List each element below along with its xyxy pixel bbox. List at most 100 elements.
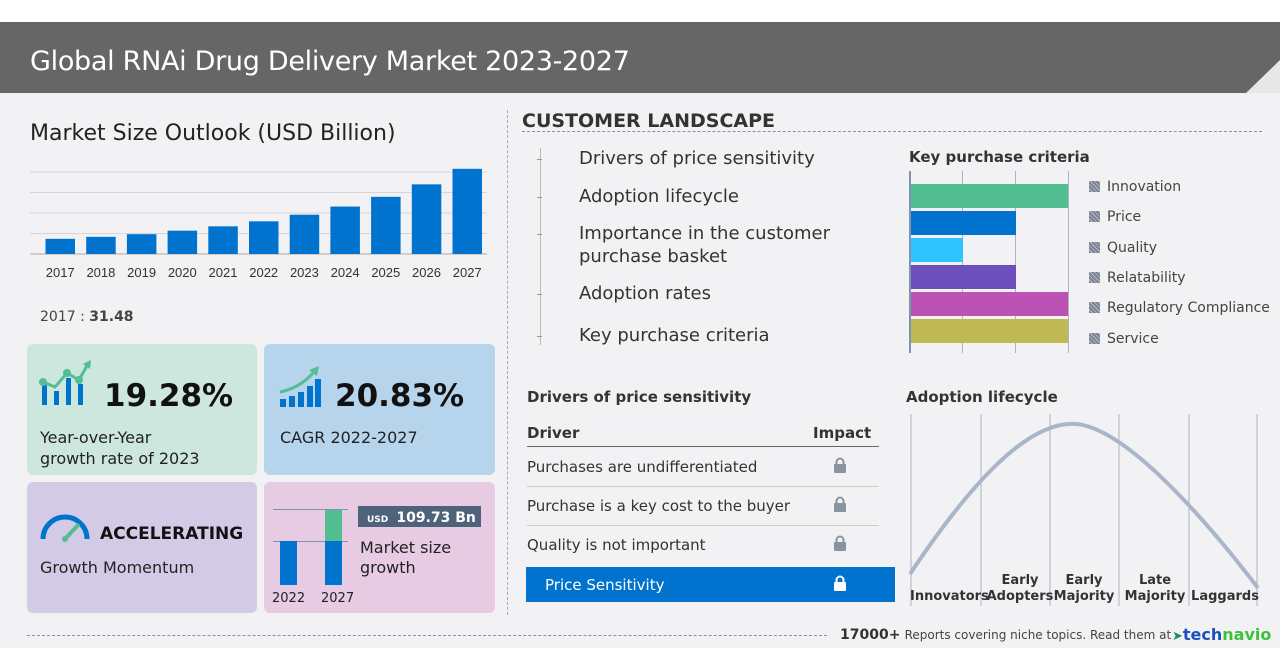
title-underline	[522, 131, 1262, 132]
technavio-logo[interactable]: ➤technavio	[1172, 625, 1271, 644]
bar-2027[interactable]	[452, 168, 483, 254]
hatch-swatch-icon	[1089, 241, 1100, 253]
ps-row-label: Purchases are undifferentiated	[527, 458, 758, 476]
bar-2021[interactable]	[208, 226, 238, 254]
customer-landscape-title: CUSTOMER LANDSCAPE	[522, 110, 776, 132]
adoption-stage-label: Late Majority	[1124, 573, 1186, 604]
x-tick-label: 2019	[127, 265, 156, 280]
footer-text: 17000+ Reports covering niche topics. Re…	[840, 627, 1171, 643]
adoption-stage-label: Laggards	[1191, 589, 1259, 604]
bar-2024[interactable]	[330, 206, 360, 254]
timeline-dot	[537, 294, 542, 295]
hatch-swatch-icon	[1089, 211, 1100, 223]
yoy-label-1: Year-over-Year	[40, 428, 152, 447]
timeline-dot	[537, 159, 542, 160]
kpc-legend-item: Service	[1089, 331, 1159, 347]
ps-row-label: Quality is not important	[527, 536, 706, 554]
landscape-item: Importance in the customer purchase bask…	[579, 223, 831, 267]
kpc-legend-item: Innovation	[1089, 179, 1181, 195]
x-tick-label: 2025	[371, 265, 400, 280]
year-start: 2022	[272, 591, 306, 606]
kpc-legend-item: Quality	[1089, 240, 1157, 256]
x-tick-label: 2017	[46, 265, 75, 280]
bar-2017[interactable]	[45, 238, 76, 254]
ps-title: Drivers of price sensitivity	[527, 388, 752, 406]
kpc-bar[interactable]	[911, 211, 1016, 235]
kpc-gridline	[1068, 171, 1069, 353]
momentum-card: ACCELERATING Growth Momentum	[27, 482, 257, 613]
market-size-bar-chart: 2017 2018 2019 2020 2021 2022 2023 2024 2025 2026…	[30, 168, 487, 280]
ps-col-driver: Driver	[527, 424, 580, 442]
x-tick-label: 2027	[453, 265, 482, 280]
bar-2022[interactable]	[249, 221, 279, 254]
yoy-card: 19.28% Year-over-Year growth rate of 202…	[27, 344, 257, 475]
kpc-bar[interactable]	[911, 184, 1068, 208]
timeline-line	[540, 148, 541, 345]
ps-row-label: Purchase is a key cost to the buyer	[527, 497, 791, 515]
bar-2025[interactable]	[371, 196, 401, 254]
kpc-bar[interactable]	[911, 292, 1068, 316]
kpc-gridline	[962, 171, 963, 353]
logo-text-a: tech	[1182, 625, 1223, 644]
page-title: Global RNAi Drug Delivery Market 2023-20…	[30, 46, 630, 77]
adoption-curve	[908, 414, 1260, 606]
lock-icon	[834, 535, 846, 551]
cagr-value: 20.83%	[335, 378, 465, 414]
footer-caption: Reports covering niche topics. Read them…	[904, 628, 1172, 642]
landscape-item: Adoption rates	[579, 283, 712, 304]
footer-divider	[27, 635, 827, 636]
currency: USD	[367, 515, 389, 525]
trend-up-icon	[279, 366, 321, 407]
growth-line-base	[273, 541, 348, 542]
growth-label-2: growth	[360, 558, 416, 577]
hatch-swatch-icon	[1089, 332, 1100, 344]
bar-2023[interactable]	[289, 214, 320, 254]
kpc-legend-label: Innovation	[1107, 179, 1182, 195]
bar-2026[interactable]	[411, 184, 442, 254]
x-tick-label: 2023	[290, 265, 319, 280]
x-tick-label: 2021	[209, 265, 238, 280]
kpc-legend-label: Service	[1107, 330, 1159, 347]
readout-separator: :	[80, 309, 85, 325]
growth-line-top	[273, 509, 348, 510]
logo-text-b: navio	[1222, 625, 1272, 644]
growth-value: 109.73 Bn	[396, 510, 476, 526]
bar-2020[interactable]	[167, 230, 198, 254]
bar-2018[interactable]	[86, 236, 116, 254]
readout-year: 2017	[40, 309, 76, 325]
growth-value-badge: USD 109.73 Bn	[358, 506, 481, 527]
market-growth-card: 2022 2027 USD 109.73 Bn Market size grow…	[264, 482, 495, 613]
lock-icon	[834, 575, 846, 591]
x-tick-label: 2022	[249, 265, 278, 280]
timeline-dot	[537, 197, 542, 198]
kpc-gridline	[1015, 171, 1016, 353]
landscape-item: Adoption lifecycle	[579, 186, 739, 207]
kpc-title: Key purchase criteria	[909, 148, 1090, 166]
bar-2022	[280, 541, 297, 585]
kpc-legend-item: Relatability	[1089, 270, 1186, 286]
landscape-item: Drivers of price sensitivity	[579, 148, 815, 169]
kpc-legend-item: Regulatory Compliance	[1089, 300, 1270, 316]
ps-highlight-row: Price Sensitivity	[526, 567, 895, 602]
cagr-card: 20.83% CAGR 2022-2027	[264, 344, 495, 475]
kpc-bar[interactable]	[911, 319, 1068, 343]
x-tick-label: 2020	[168, 265, 197, 280]
timeline-dot	[537, 234, 542, 235]
ps-highlight-label: Price Sensitivity	[545, 576, 665, 594]
kpc-bar[interactable]	[911, 238, 964, 262]
row-divider	[527, 525, 879, 526]
kpc-bar[interactable]	[911, 265, 1016, 289]
bar-2027-increment	[325, 510, 342, 541]
ps-header-sep	[527, 446, 879, 447]
ps-col-impact: Impact	[813, 424, 872, 442]
lock-icon	[834, 457, 846, 473]
readout-value: 31.48	[89, 309, 134, 325]
landscape-item: Key purchase criteria	[579, 325, 770, 346]
kpc-gridline	[909, 171, 911, 353]
kpc-chart	[909, 171, 1069, 353]
speedometer-icon	[40, 514, 90, 542]
bar-2019[interactable]	[126, 234, 157, 254]
market-outlook-title: Market Size Outlook (USD Billion)	[30, 121, 396, 146]
logo-arrow-icon: ➤	[1172, 629, 1183, 644]
report-count: 17000+	[840, 627, 901, 643]
